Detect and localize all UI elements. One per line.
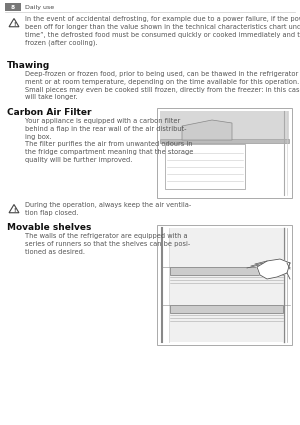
Text: 8: 8 bbox=[11, 5, 15, 10]
FancyBboxPatch shape bbox=[5, 3, 21, 11]
Polygon shape bbox=[170, 267, 283, 275]
Polygon shape bbox=[257, 259, 290, 279]
FancyBboxPatch shape bbox=[160, 111, 289, 139]
Text: Deep-frozen or frozen food, prior to being used, can be thawed in the refrigerat: Deep-frozen or frozen food, prior to bei… bbox=[25, 71, 300, 100]
FancyBboxPatch shape bbox=[157, 225, 292, 345]
Text: Movable shelves: Movable shelves bbox=[7, 223, 92, 232]
Text: Daily use: Daily use bbox=[25, 5, 54, 10]
Polygon shape bbox=[182, 120, 232, 140]
Text: !: ! bbox=[13, 22, 15, 27]
FancyBboxPatch shape bbox=[160, 139, 289, 143]
FancyBboxPatch shape bbox=[157, 108, 292, 198]
Text: Thawing: Thawing bbox=[7, 61, 50, 70]
Text: !: ! bbox=[13, 208, 15, 213]
Text: Carbon Air Filter: Carbon Air Filter bbox=[7, 108, 92, 117]
Text: Your appliance is equipped with a carbon filter
behind a flap in the rear wall o: Your appliance is equipped with a carbon… bbox=[25, 118, 194, 163]
Text: The walls of the refrigerator are equipped with a
series of runners so that the : The walls of the refrigerator are equipp… bbox=[25, 233, 190, 255]
Polygon shape bbox=[170, 305, 283, 313]
Polygon shape bbox=[287, 263, 290, 279]
Text: In the event of accidental defrosting, for example due to a power failure, if th: In the event of accidental defrosting, f… bbox=[25, 16, 300, 46]
FancyBboxPatch shape bbox=[170, 228, 283, 342]
FancyBboxPatch shape bbox=[165, 144, 245, 189]
Text: During the operation, always keep the air ventila-
tion flap closed.: During the operation, always keep the ai… bbox=[25, 202, 191, 216]
